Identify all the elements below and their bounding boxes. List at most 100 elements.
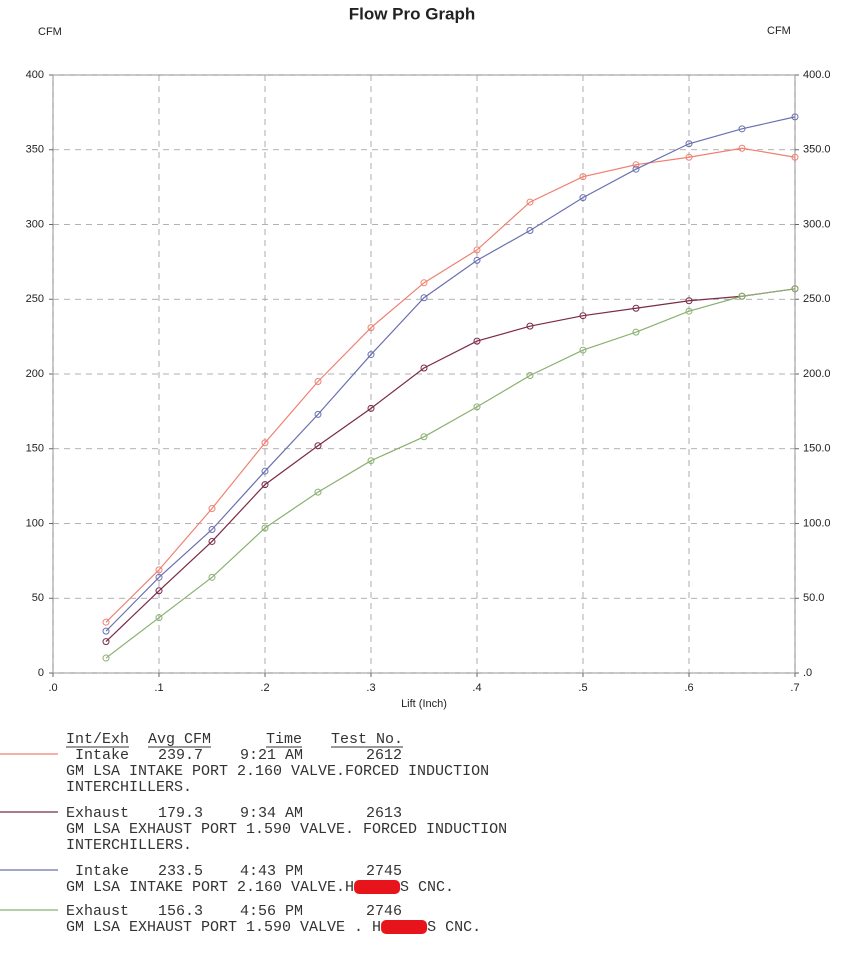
data-point [102,618,110,626]
legend-name: Exhaust [66,903,129,920]
data-point [685,307,693,315]
data-point [208,525,216,533]
y-tick-label: 100 [26,517,44,529]
y-tick-label: 300 [26,218,44,230]
data-point [102,638,110,646]
data-point [473,337,481,345]
legend-avg-cfm: 179.3 [158,805,203,822]
legend-test-no: 2613 [366,805,402,822]
y2-tick-label: 400.0 [803,69,831,81]
legend-header: Time [266,731,302,748]
data-point [155,573,163,581]
y-axis-label: CFM [38,26,62,38]
legend-name: Intake [75,747,129,764]
data-point [314,377,322,385]
data-point [791,113,799,121]
data-point [526,226,534,234]
data-point [155,566,163,574]
legend-avg-cfm: 239.7 [158,747,203,764]
data-point [367,351,375,359]
y2-tick-label: 50.0 [803,592,824,604]
data-point [261,439,269,447]
x-tick-label: .6 [684,682,693,694]
x-tick-label: .3 [366,682,375,694]
y2-axis-label: CFM [767,25,791,37]
legend-avg-cfm: 233.5 [158,863,203,880]
data-point [314,488,322,496]
series-line [105,288,796,643]
data-point [632,304,640,312]
legend-test-no: 2746 [366,903,402,920]
legend-description: S CNC. [427,919,481,936]
legend-header: Int/Exh [66,731,129,748]
x-tick-label: .7 [790,682,799,694]
data-point [420,364,428,372]
legend-time: 4:56 PM [240,903,303,920]
data-point [420,433,428,441]
y2-tick-label: 350.0 [803,144,831,156]
legend-description: S CNC. [400,879,454,896]
legend-test-no: 2612 [366,747,402,764]
data-point [685,297,693,305]
legend-description: INTERCHILLERS. [66,837,192,854]
data-point [102,627,110,635]
redaction [354,880,401,894]
data-point [367,457,375,465]
data-point [579,173,587,181]
data-point [791,285,799,293]
y2-tick-label: 100.0 [803,517,831,529]
data-point [526,198,534,206]
data-point [579,346,587,354]
data-point [632,328,640,336]
data-point [685,140,693,148]
data-point [314,410,322,418]
y-tick-label: 0 [38,667,44,679]
legend-description: GM LSA EXHAUST PORT 1.590 VALVE . H [66,919,381,936]
data-point [155,587,163,595]
y-tick-label: 150 [26,443,44,455]
data-point [791,153,799,161]
legend-header: Avg CFM [148,731,211,748]
data-point [738,125,746,133]
series-line [105,116,796,632]
data-point [579,194,587,202]
y2-tick-label: 150.0 [803,443,831,455]
y2-tick-label: .0 [803,667,812,679]
data-point [420,279,428,287]
legend-description: GM LSA INTAKE PORT 2.160 VALVE.FORCED IN… [66,763,489,780]
legend-name: Intake [75,863,129,880]
data-point [208,573,216,581]
data-point [420,294,428,302]
data-point [632,161,640,169]
series-line [105,147,796,623]
data-point [314,442,322,450]
data-point [261,524,269,532]
legend-time: 9:21 AM [240,747,303,764]
data-point [473,256,481,264]
data-point [208,537,216,545]
legend-time: 9:34 AM [240,805,303,822]
legend-avg-cfm: 156.3 [158,903,203,920]
y-tick-label: 50 [32,592,44,604]
legend-description: INTERCHILLERS. [66,779,192,796]
legend-description: GM LSA INTAKE PORT 2.160 VALVE.H [66,879,354,896]
data-point [155,614,163,622]
y-tick-label: 250 [26,293,44,305]
data-point [261,467,269,475]
legend-time: 4:43 PM [240,863,303,880]
data-point [526,371,534,379]
data-point [738,144,746,152]
x-axis-label: Lift (Inch) [401,698,447,710]
legend-header: Test No. [331,731,403,748]
redaction [381,920,428,934]
legend-description: GM LSA EXHAUST PORT 1.590 VALVE. FORCED … [66,821,507,838]
y2-tick-label: 250.0 [803,293,831,305]
data-point [473,403,481,411]
data-point [632,165,640,173]
data-point [102,654,110,662]
legend-test-no: 2745 [366,863,402,880]
data-point [367,404,375,412]
y-tick-label: 200 [26,368,44,380]
